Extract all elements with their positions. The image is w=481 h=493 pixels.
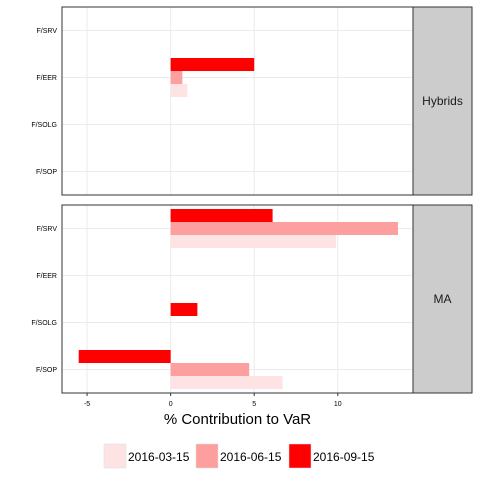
bar — [170, 235, 337, 248]
facet-strip — [412, 6, 473, 196]
x-axis-title: % Contribution to VaR — [164, 411, 311, 428]
y-tick-label: F/SOP — [36, 169, 57, 176]
bar — [170, 376, 283, 389]
panel-background — [62, 7, 413, 195]
legend-label: 2016-09-15 — [313, 450, 375, 464]
legend-key — [195, 443, 219, 469]
y-tick-label: F/SOP — [36, 367, 57, 374]
bar — [170, 363, 250, 376]
y-tick-label: F/SRV — [37, 226, 58, 233]
bar — [170, 58, 255, 71]
bar — [170, 303, 198, 316]
x-tick-label: -5 — [84, 401, 90, 408]
y-tick-label: F/SOLG — [31, 320, 57, 327]
bar — [170, 71, 183, 84]
y-tick-label: F/EER — [36, 75, 57, 82]
x-tick-label: 10 — [334, 401, 342, 408]
bar — [170, 209, 273, 222]
bar — [170, 84, 188, 97]
legend-label: 2016-03-15 — [128, 450, 190, 464]
x-tick-label: 5 — [252, 401, 256, 408]
y-tick-label: F/SOLG — [31, 122, 57, 129]
bar — [170, 222, 398, 235]
legend-label: 2016-06-15 — [220, 450, 282, 464]
legend-key — [103, 443, 127, 469]
y-tick-label: F/SRV — [37, 28, 58, 35]
facet-strip — [412, 204, 473, 394]
x-tick-label: 0 — [169, 401, 173, 408]
facet-strip-label: Hybrids — [422, 94, 463, 108]
legend-key — [288, 443, 312, 469]
bar — [78, 350, 171, 363]
y-tick-label: F/EER — [36, 273, 57, 280]
facet-strip-label: MA — [434, 292, 452, 306]
